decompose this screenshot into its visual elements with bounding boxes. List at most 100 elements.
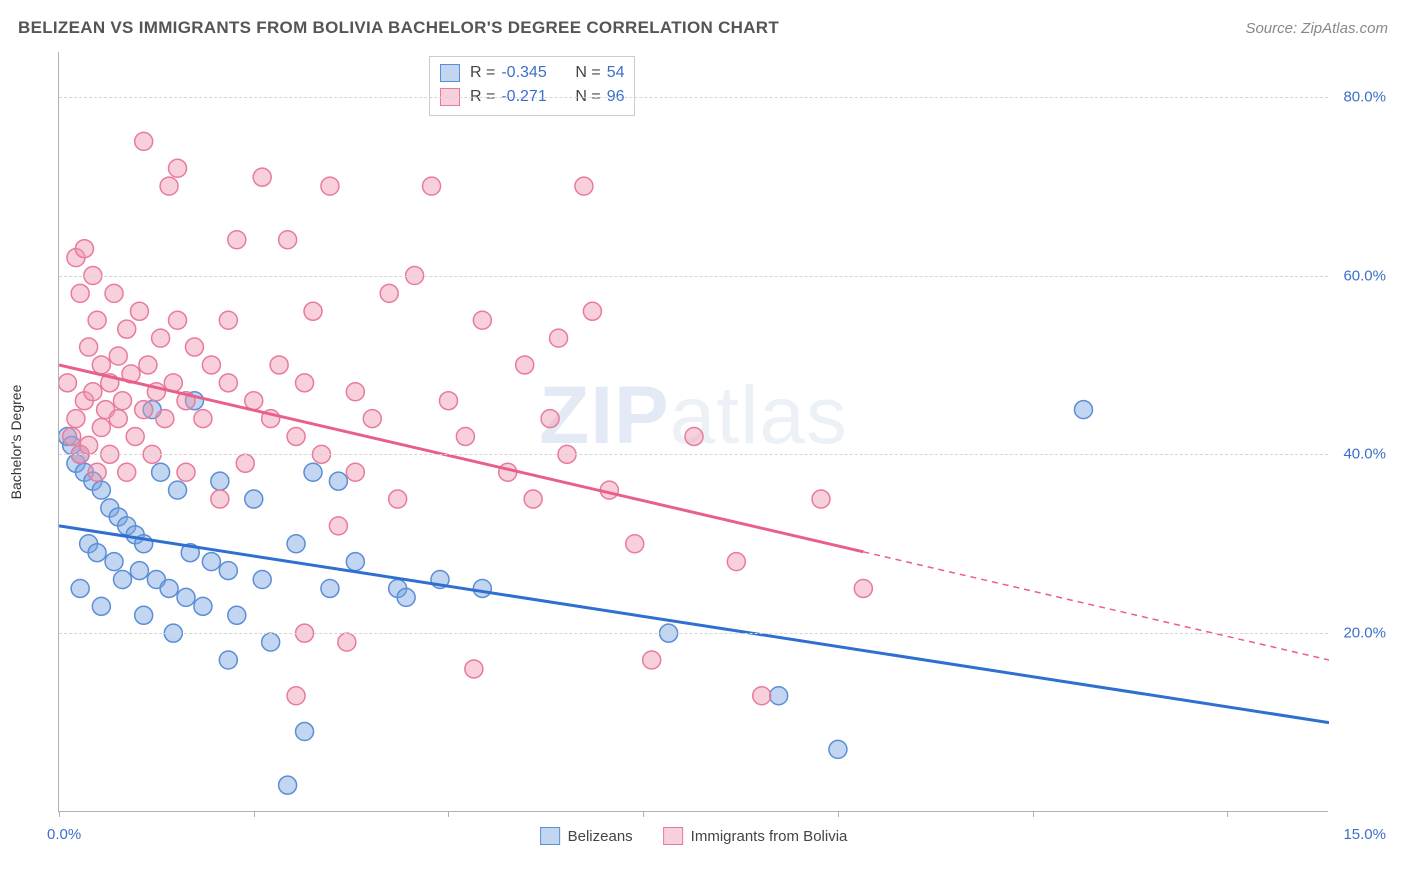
data-point-bolivia — [499, 463, 517, 481]
data-point-bolivia — [88, 311, 106, 329]
data-point-belizeans — [279, 776, 297, 794]
data-point-bolivia — [135, 132, 153, 150]
data-point-bolivia — [156, 410, 174, 428]
gridline — [59, 454, 1328, 455]
data-point-bolivia — [329, 517, 347, 535]
legend-row-belizeans: R = -0.345 N = 54 — [440, 61, 624, 85]
data-point-bolivia — [465, 660, 483, 678]
data-point-belizeans — [169, 481, 187, 499]
data-point-bolivia — [287, 427, 305, 445]
data-point-belizeans — [105, 553, 123, 571]
data-point-bolivia — [236, 454, 254, 472]
data-point-bolivia — [389, 490, 407, 508]
legend-label-belizeans: Belizeans — [568, 828, 633, 845]
chart-title: BELIZEAN VS IMMIGRANTS FROM BOLIVIA BACH… — [18, 18, 779, 38]
data-point-bolivia — [279, 231, 297, 249]
data-point-bolivia — [135, 401, 153, 419]
data-point-bolivia — [84, 383, 102, 401]
x-tick — [1033, 811, 1034, 817]
data-point-belizeans — [177, 588, 195, 606]
data-point-belizeans — [245, 490, 263, 508]
data-point-belizeans — [1074, 401, 1092, 419]
legend-label-bolivia: Immigrants from Bolivia — [691, 828, 848, 845]
gridline — [59, 633, 1328, 634]
data-point-bolivia — [524, 490, 542, 508]
data-point-bolivia — [812, 490, 830, 508]
swatch-bolivia-icon — [663, 827, 683, 845]
data-point-bolivia — [114, 392, 132, 410]
data-point-bolivia — [304, 302, 322, 320]
data-point-bolivia — [118, 463, 136, 481]
data-point-bolivia — [219, 374, 237, 392]
data-point-bolivia — [270, 356, 288, 374]
data-point-belizeans — [228, 606, 246, 624]
data-point-bolivia — [245, 392, 263, 410]
data-point-bolivia — [516, 356, 534, 374]
data-point-bolivia — [253, 168, 271, 186]
gridline — [59, 276, 1328, 277]
data-point-bolivia — [80, 338, 98, 356]
x-tick — [838, 811, 839, 817]
data-point-belizeans — [262, 633, 280, 651]
data-point-belizeans — [329, 472, 347, 490]
x-max-label: 15.0% — [1343, 826, 1386, 843]
swatch-belizeans — [440, 64, 460, 82]
data-point-belizeans — [770, 687, 788, 705]
r-label: R = — [470, 61, 495, 85]
data-point-bolivia — [185, 338, 203, 356]
data-point-bolivia — [160, 177, 178, 195]
data-point-belizeans — [219, 562, 237, 580]
data-point-belizeans — [211, 472, 229, 490]
data-point-belizeans — [114, 571, 132, 589]
data-point-bolivia — [296, 374, 314, 392]
data-point-bolivia — [139, 356, 157, 374]
data-point-belizeans — [321, 579, 339, 597]
n-label: N = — [575, 61, 600, 85]
data-point-bolivia — [109, 410, 127, 428]
y-tick-label: 80.0% — [1334, 88, 1386, 105]
data-point-bolivia — [63, 427, 81, 445]
data-point-belizeans — [473, 579, 491, 597]
data-point-bolivia — [363, 410, 381, 428]
gridline — [59, 97, 1328, 98]
data-point-bolivia — [854, 579, 872, 597]
x-tick — [59, 811, 60, 817]
data-point-bolivia — [177, 463, 195, 481]
data-point-belizeans — [88, 544, 106, 562]
plot-area: ZIPatlas R = -0.345 N = 54 R = -0.271 N … — [58, 52, 1328, 812]
data-point-belizeans — [304, 463, 322, 481]
data-point-belizeans — [92, 597, 110, 615]
swatch-belizeans-icon — [540, 827, 560, 845]
data-point-bolivia — [211, 490, 229, 508]
legend-item-belizeans: Belizeans — [540, 827, 633, 845]
data-point-belizeans — [135, 606, 153, 624]
data-point-bolivia — [92, 356, 110, 374]
data-point-bolivia — [152, 329, 170, 347]
data-point-belizeans — [130, 562, 148, 580]
data-point-bolivia — [346, 463, 364, 481]
data-point-bolivia — [130, 302, 148, 320]
data-point-bolivia — [105, 284, 123, 302]
data-point-bolivia — [88, 463, 106, 481]
x-tick — [1227, 811, 1228, 817]
data-point-bolivia — [194, 410, 212, 428]
r-value-belizeans: -0.345 — [501, 61, 565, 85]
data-point-bolivia — [541, 410, 559, 428]
data-point-belizeans — [346, 553, 364, 571]
source-attribution: Source: ZipAtlas.com — [1245, 20, 1388, 37]
data-point-belizeans — [194, 597, 212, 615]
correlation-legend: R = -0.345 N = 54 R = -0.271 N = 96 — [429, 56, 635, 116]
data-point-bolivia — [67, 410, 85, 428]
chart-container: Bachelor's Degree ZIPatlas R = -0.345 N … — [58, 52, 1388, 832]
data-point-belizeans — [152, 463, 170, 481]
data-point-bolivia — [727, 553, 745, 571]
regression-line-dashed-bolivia — [863, 552, 1329, 660]
x-tick — [254, 811, 255, 817]
y-tick-label: 40.0% — [1334, 446, 1386, 463]
series-legend: Belizeans Immigrants from Bolivia — [540, 827, 848, 845]
data-point-bolivia — [380, 284, 398, 302]
data-point-bolivia — [338, 633, 356, 651]
data-point-bolivia — [92, 419, 110, 437]
data-point-bolivia — [439, 392, 457, 410]
data-point-bolivia — [80, 436, 98, 454]
